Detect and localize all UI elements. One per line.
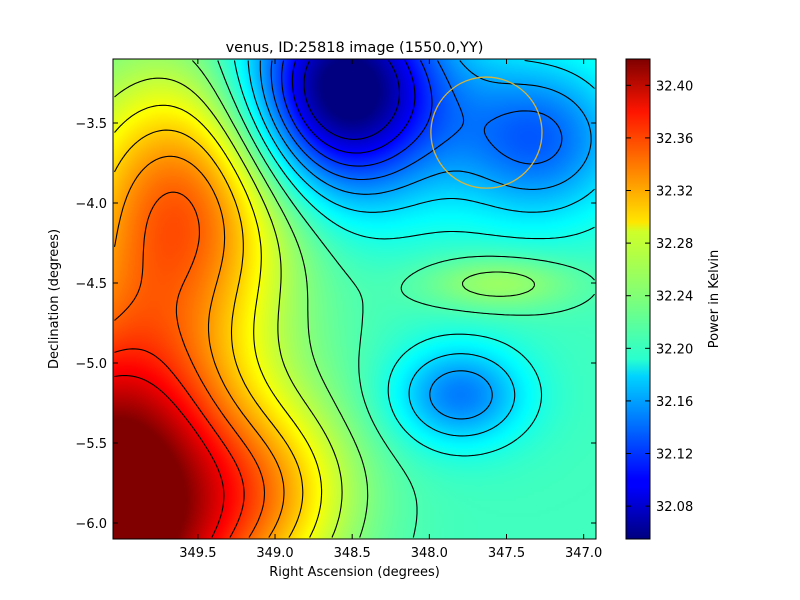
colorbar (625, 58, 651, 540)
contour-level-15 (114, 374, 225, 538)
y-tick-label: −6.0 (75, 517, 107, 532)
colorbar-tick-label: 32.36 (656, 132, 693, 147)
contour-level-5 (247, 59, 595, 437)
y-tick-label: −5.0 (75, 357, 107, 372)
colorbar-tick-label: 32.12 (656, 448, 693, 463)
chart-title: venus, ID:25818 image (1550.0,YY) (226, 40, 484, 56)
colorbar-tick-label: 32.32 (656, 185, 693, 200)
colorbar-tick-label: 32.20 (656, 342, 693, 357)
contour-level-7 (217, 60, 595, 538)
contour-level-3 (270, 60, 563, 181)
heatmap-image (113, 59, 596, 539)
contour-lines (113, 59, 595, 538)
contour-level-6 (233, 60, 595, 457)
x-axis-label: Right Ascension (degrees) (269, 565, 440, 580)
x-tick-label: 348.5 (334, 546, 371, 561)
contour-level-0 (303, 60, 401, 140)
y-axis-label: Declination (degrees) (47, 229, 62, 369)
contour-level-1 (291, 60, 416, 154)
colorbar-tick-label: 32.16 (656, 395, 693, 410)
y-tick-label: −3.5 (75, 117, 107, 132)
contour-level-10 (114, 104, 323, 538)
y-tick-label: −4.0 (75, 197, 107, 212)
contour-level-2 (281, 60, 433, 167)
colorbar-tick-label: 32.08 (656, 500, 693, 515)
annotation-circle-0 (430, 76, 543, 189)
x-tick-label: 349.0 (256, 546, 293, 561)
x-tick-label: 347.5 (488, 546, 525, 561)
contour-level-9 (114, 77, 343, 538)
contour-level-8 (192, 60, 536, 538)
contour-level-4 (259, 60, 592, 420)
y-tick-label: −4.5 (75, 277, 107, 292)
x-tick-label: 348.0 (411, 546, 448, 561)
x-tick-label: 347.0 (565, 546, 602, 561)
contour-level-12 (113, 155, 285, 538)
colorbar-tick-label: 32.28 (656, 237, 693, 252)
x-tick-label: 349.5 (179, 546, 216, 561)
plot-frame (112, 58, 597, 540)
contour-level-13 (114, 191, 266, 538)
contour-level-11 (114, 129, 304, 538)
colorbar-tick-label: 32.24 (656, 290, 693, 305)
colorbar-tick-label: 32.40 (656, 79, 693, 94)
y-tick-label: −5.5 (75, 437, 107, 452)
colorbar-label: Power in Kelvin (707, 250, 722, 348)
contour-level-14 (114, 348, 245, 538)
